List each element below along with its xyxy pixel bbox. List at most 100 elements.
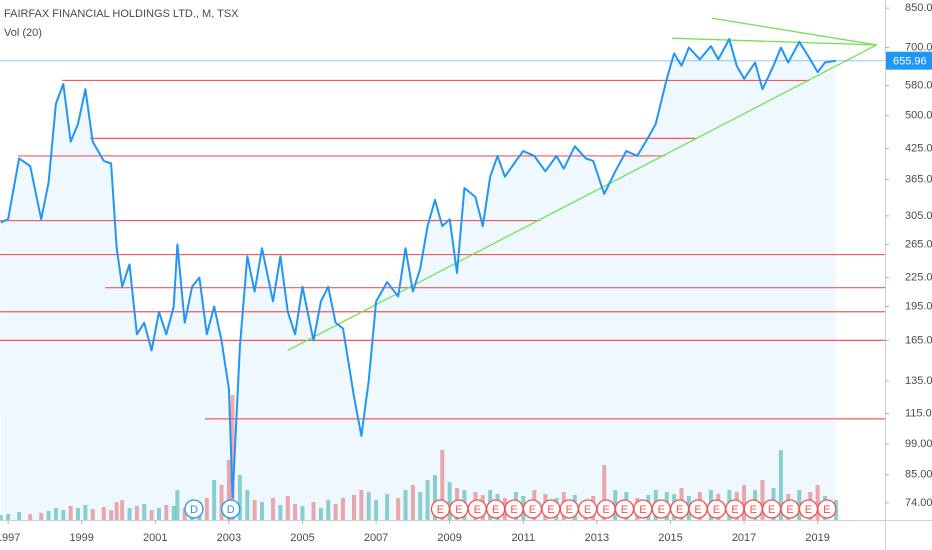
volume-bar [778,450,783,520]
y-tick-label: 74.00 [905,497,932,509]
earnings-marker-label: E [639,504,646,516]
volume-bar [219,485,224,520]
y-tick-label: 195.00 [905,300,932,312]
volume-bar [6,514,11,520]
volume-bar [39,513,44,520]
volume-bar [396,498,401,520]
volume-bar [352,495,356,520]
volume-bar [101,507,106,520]
volume-bar [134,506,139,520]
volume-bar [385,494,390,520]
volume-bar [142,504,147,520]
volume-bar [226,460,231,520]
earnings-marker-label: E [768,504,775,516]
volume-bar [374,500,379,520]
earnings-marker-label: E [492,504,499,516]
volume-bar [278,505,283,520]
x-tick-label: 2013 [585,532,609,544]
x-tick-label: 2017 [732,532,756,544]
x-tick-label: 2015 [658,532,682,544]
earnings-marker-label: E [510,504,517,516]
earnings-marker-label: E [529,504,536,516]
volume-bar [418,492,423,520]
volume-bar [742,485,747,520]
y-tick-label: 500.00 [905,110,932,122]
earnings-marker-label: E [455,504,462,516]
volume-bar [252,500,257,520]
volume-bar [440,450,445,520]
y-tick-label: 365.00 [905,173,932,185]
volume-bar [109,510,114,520]
trendline [711,17,877,46]
earnings-marker-label: E [474,504,481,516]
x-tick-label: 1999 [69,532,93,544]
volume-bar [432,475,437,520]
earnings-marker-label: E [694,504,701,516]
volume-bar [120,500,125,520]
volume-bar [204,498,209,520]
volume-bar [230,395,235,520]
dividend-marker-label: D [227,504,235,516]
volume-bar [403,490,408,520]
x-tick-label: 2019 [805,532,829,544]
chart-title: FAIRFAX FINANCIAL HOLDINGS LTD., M, TSX [4,8,239,20]
earnings-marker-label: E [805,504,812,516]
volume-bar [425,480,430,520]
volume-bar [613,490,618,520]
volume-bar [90,509,95,520]
y-tick-label: 265.00 [905,238,932,250]
earnings-marker-label: E [584,504,591,516]
volume-bar [237,475,242,520]
volume-bar [311,502,316,520]
dividend-marker-label: D [190,504,198,516]
volume-bar [156,508,161,520]
earnings-marker [817,499,837,519]
volume-bar [61,510,66,520]
volume-bar [17,512,22,520]
volume-bar [602,465,607,520]
earnings-marker-label: E [658,504,665,516]
earnings-marker-label: E [750,504,757,516]
earnings-marker-label: E [621,504,628,516]
volume-bar [410,485,415,520]
y-tick-label: 135.00 [905,375,932,387]
volume-bar [300,506,305,520]
x-tick-label: 2003 [217,532,241,544]
dividend-marker [221,499,241,519]
volume-label: Vol (20) [4,27,42,39]
volume-bar [53,508,58,520]
earnings-marker-label: E [713,504,720,516]
volume-bar [340,498,345,520]
volume-bar [333,504,338,520]
volume-bar [447,482,452,520]
x-tick-label: 2007 [364,532,388,544]
volume-bar [318,508,323,520]
volume-bar [293,504,298,520]
volume-bar [171,506,176,520]
volume-bar [797,490,802,520]
y-tick-label: 115.00 [905,407,932,419]
y-tick-label: 99.00 [905,438,932,450]
y-tick-label: 700.00 [905,41,932,53]
volume-bar [175,490,180,520]
volume-bar [359,490,364,520]
y-tick-label: 425.00 [905,143,932,155]
volume-bar [127,508,132,520]
volume-bar [760,480,765,520]
y-tick-label: 850.00 [905,2,932,14]
earnings-marker-label: E [547,504,554,516]
earnings-marker-label: E [602,504,609,516]
earnings-marker-label: E [437,504,444,516]
volume-bar [149,510,154,520]
y-tick-label: 225.00 [905,271,932,283]
volume-bar [366,492,371,520]
y-tick-label: 165.00 [905,334,932,346]
x-tick-label: 2009 [437,532,461,544]
volume-bar [326,500,331,520]
trendline [287,44,877,352]
trendline [671,37,877,46]
earnings-marker-label: E [566,504,573,516]
